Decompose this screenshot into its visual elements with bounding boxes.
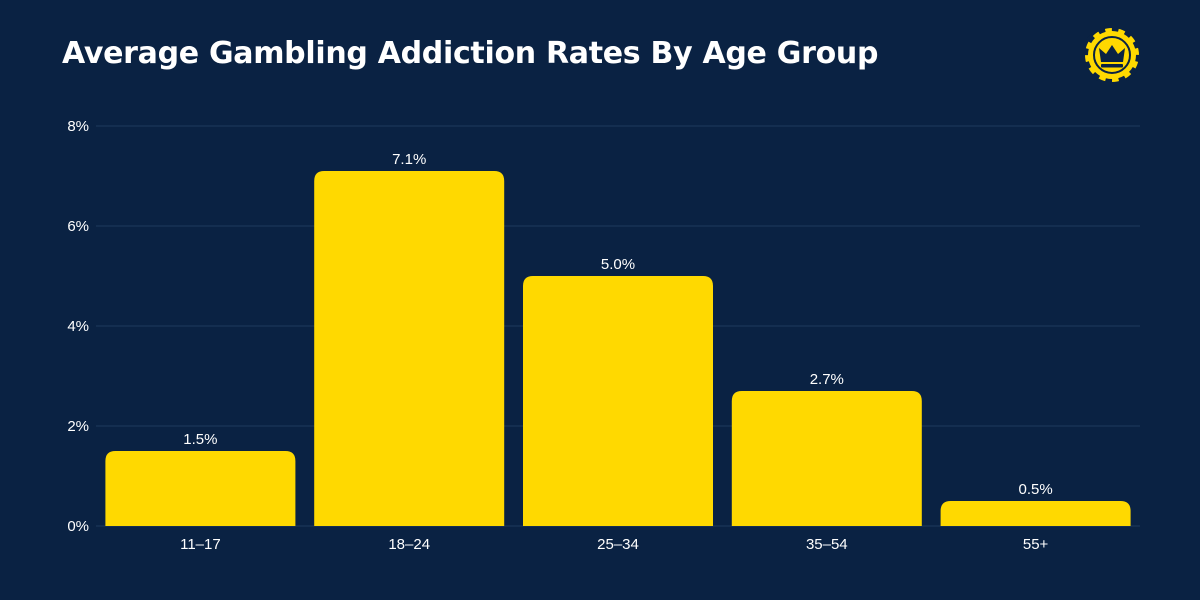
bar bbox=[105, 451, 296, 526]
x-tick-label: 35–54 bbox=[806, 536, 848, 553]
bar bbox=[523, 276, 713, 526]
y-tick-label: 0% bbox=[67, 518, 89, 535]
y-tick-label: 8% bbox=[67, 118, 89, 135]
crown-chip-icon bbox=[1084, 27, 1140, 83]
x-tick-label: 55+ bbox=[1023, 536, 1049, 553]
x-tick-label: 18–24 bbox=[388, 536, 430, 553]
chart-title: Average Gambling Addiction Rates By Age … bbox=[62, 36, 879, 71]
bar bbox=[731, 391, 922, 526]
y-tick-label: 6% bbox=[67, 218, 89, 235]
bar bbox=[940, 501, 1131, 526]
y-tick-label: 2% bbox=[67, 418, 89, 435]
data-label: 5.0% bbox=[601, 256, 635, 273]
bar bbox=[314, 171, 505, 526]
x-tick-label: 25–34 bbox=[597, 536, 639, 553]
data-label: 1.5% bbox=[183, 431, 217, 448]
data-label: 2.7% bbox=[810, 371, 844, 388]
x-tick-label: 11–17 bbox=[180, 536, 221, 553]
data-label: 7.1% bbox=[392, 151, 426, 168]
y-tick-label: 4% bbox=[67, 318, 89, 335]
data-label: 0.5% bbox=[1018, 481, 1052, 498]
